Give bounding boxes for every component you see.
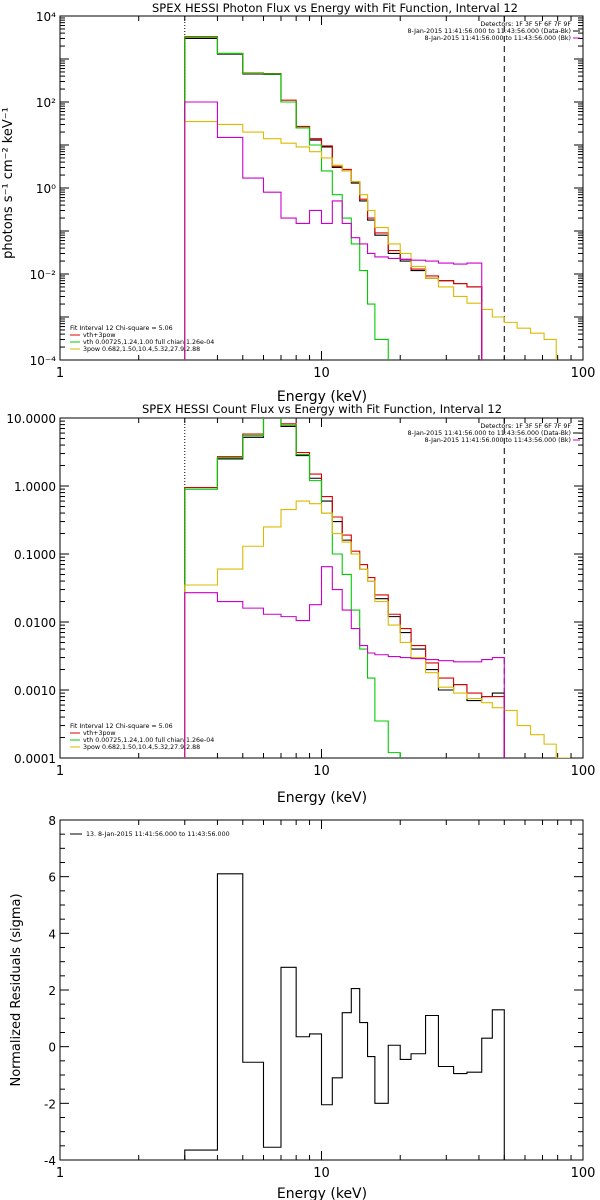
top-legend-entry: 8-Jan-2015 11:41:56.000 to 11:43:56.000 … <box>407 430 571 437</box>
data-layer <box>184 873 505 1160</box>
top-legend-entry: 8-Jan-2015 11:41:56.000 to 11:43:56.000 … <box>407 28 571 35</box>
x-tick-label: 10 <box>313 764 330 779</box>
series-line-1 <box>184 418 505 758</box>
series-line-2 <box>184 418 401 758</box>
photon-flux-panel: SPEX HESSI Photon Flux vs Energy with Fi… <box>1 1 595 405</box>
y-tick-label: 0.0100 <box>14 616 56 630</box>
top-legend-entry: 8-Jan-2015 11:41:56.000 to 11:43:56.000 … <box>425 35 571 42</box>
y-tick-label: 0.0010 <box>14 684 56 698</box>
photon-y-axis-label: photons s⁻¹ cm⁻² keV⁻¹ <box>1 107 16 259</box>
residuals-panel: Energy (keV) Normalized Residuals (sigma… <box>9 814 595 1200</box>
series-line-3 <box>184 121 557 360</box>
count-chart-title: SPEX HESSI Count Flux vs Energy with Fit… <box>142 402 502 416</box>
y-tick-label: 2 <box>48 984 56 998</box>
x-tick-label: 10 <box>313 366 330 381</box>
x-tick-label: 100 <box>571 1166 596 1181</box>
y-tick-label: 8 <box>48 814 56 828</box>
x-tick-label: 1 <box>56 1166 64 1181</box>
y-tick-label: 10⁰ <box>36 182 56 196</box>
residual-legend-entry: 13. 8-Jan-2015 11:41:56.000 to 11:43:56.… <box>86 831 230 838</box>
top-legend-entry: 8-Jan-2015 11:41:56.000 to 11:43:56.000 … <box>425 437 571 444</box>
y-tick-label: 0.0001 <box>14 752 56 766</box>
series-line-3 <box>184 500 571 758</box>
y-tick-label: 10.0000 <box>6 412 56 426</box>
series-line-4 <box>184 566 505 758</box>
fit-legend-header: Fit Interval 12 Chi-square = 5.06 <box>70 723 173 730</box>
photon-x-axis-label: Energy (keV) <box>277 389 367 405</box>
residual-y-axis-label: Normalized Residuals (sigma) <box>9 893 24 1086</box>
top-legend-entry: Detectors: 1F 3F 5F 6F 7F 9F <box>480 423 571 430</box>
y-tick-label: 10⁻² <box>30 268 57 282</box>
count-flux-panel: SPEX HESSI Count Flux vs Energy with Fit… <box>6 402 595 806</box>
y-tick-label: 0.1000 <box>14 548 56 562</box>
y-tick-label: 1.0000 <box>14 480 56 494</box>
y-tick-label: 10⁻⁴ <box>30 354 57 368</box>
series-line-4 <box>184 101 483 360</box>
series-line-2 <box>184 36 389 360</box>
y-tick-label: 6 <box>48 871 56 885</box>
data-layer <box>184 418 571 758</box>
top-legend-entry: Detectors: 1F 3F 5F 6F 7F 9F <box>480 21 571 28</box>
fit-legend-header: Fit Interval 12 Chi-square = 5.06 <box>70 325 173 332</box>
y-tick-label: 0 <box>48 1041 56 1055</box>
fit-legend-entry: vth 0.00725,1.24,1.00 full chian 1.26e-0… <box>83 737 214 744</box>
count-x-axis-label: Energy (keV) <box>277 790 367 806</box>
y-tick-label: 10⁴ <box>36 10 56 24</box>
x-tick-label: 100 <box>571 764 596 779</box>
photon-chart-title: SPEX HESSI Photon Flux vs Energy with Fi… <box>152 1 518 15</box>
fit-legend-entry: 3pow 0.682,1.50,10.4,5.32,27.9,2.88 <box>83 744 200 751</box>
fit-legend-entry: vth+3pow <box>83 332 115 339</box>
residual-x-axis-label: Energy (keV) <box>277 1186 367 1200</box>
y-tick-label: 10² <box>36 96 56 110</box>
x-tick-label: 100 <box>571 366 596 381</box>
x-tick-label: 10 <box>313 1166 330 1181</box>
series-line-0 <box>184 418 505 758</box>
x-tick-label: 1 <box>56 366 64 381</box>
data-layer <box>184 16 557 360</box>
fit-legend-entry: 3pow 0.682,1.50,10.4,5.32,27.9,2.88 <box>83 346 200 353</box>
y-tick-label: -4 <box>44 1154 56 1168</box>
series-line-0 <box>184 37 483 360</box>
fit-legend-entry: vth+3pow <box>83 730 115 737</box>
series-line-0 <box>184 873 505 1160</box>
x-tick-label: 1 <box>56 764 64 779</box>
fit-legend-entry: vth 0.00725,1.24,1.00 full chian 1.26e-0… <box>83 339 214 346</box>
y-tick-label: -2 <box>44 1097 56 1111</box>
y-tick-label: 4 <box>48 927 56 941</box>
